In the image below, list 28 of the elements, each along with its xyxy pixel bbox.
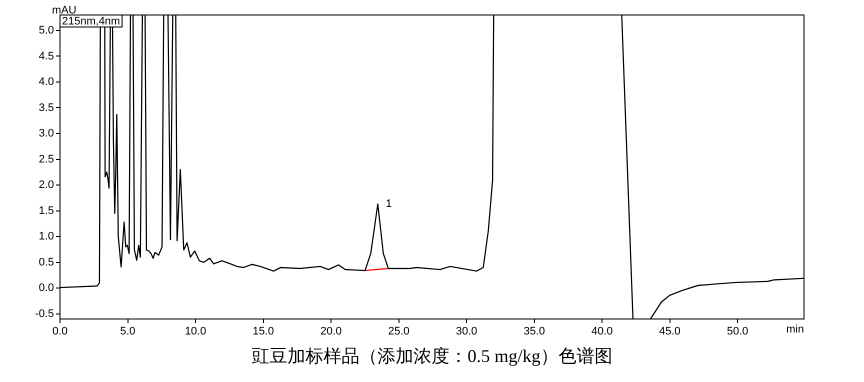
x-tick-label: 45.0 xyxy=(659,326,681,338)
y-tick-label: 0.5 xyxy=(38,256,54,268)
y-tick-label: -0.5 xyxy=(35,308,54,320)
y-tick-label: 3.0 xyxy=(38,128,54,140)
x-tick-label: 35.0 xyxy=(524,326,546,338)
y-axis-title: mAU xyxy=(52,4,76,17)
x-axis-title: min xyxy=(786,324,804,336)
x-tick-label: 40.0 xyxy=(591,326,613,338)
x-tick-label: 20.0 xyxy=(320,326,342,338)
y-tick-label: 3.5 xyxy=(38,102,54,114)
y-tick-label: 0.0 xyxy=(38,282,54,294)
annotation: 1 xyxy=(386,198,392,210)
annotation: 215nm,4nm xyxy=(62,16,120,28)
x-tick-label: 5.0 xyxy=(120,326,136,338)
y-tick-label: 2.0 xyxy=(38,179,54,192)
y-tick-label: 1.5 xyxy=(38,204,54,217)
x-tick-label: 50.0 xyxy=(726,326,748,338)
y-tick-label: 4.0 xyxy=(38,76,54,88)
y-tick-label: 2.5 xyxy=(38,153,54,166)
x-tick-label: 30.0 xyxy=(456,326,478,338)
text: 豇豆加标样品（添加浓度：0.5 mg/kg）色谱图 xyxy=(250,345,614,368)
y-tick-label: 1.0 xyxy=(38,230,54,243)
x-tick-label: 15.0 xyxy=(252,326,274,338)
x-tick-label: 10.0 xyxy=(184,326,206,338)
x-tick-label: 0.0 xyxy=(52,326,68,338)
y-tick-label: 5.0 xyxy=(38,24,54,36)
y-tick-label: 4.5 xyxy=(38,50,54,62)
x-tick-label: 25.0 xyxy=(388,326,410,338)
